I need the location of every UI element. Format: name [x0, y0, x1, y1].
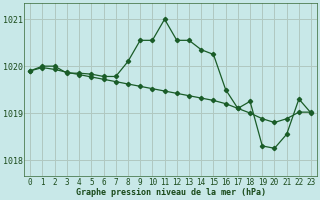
X-axis label: Graphe pression niveau de la mer (hPa): Graphe pression niveau de la mer (hPa): [76, 188, 266, 197]
